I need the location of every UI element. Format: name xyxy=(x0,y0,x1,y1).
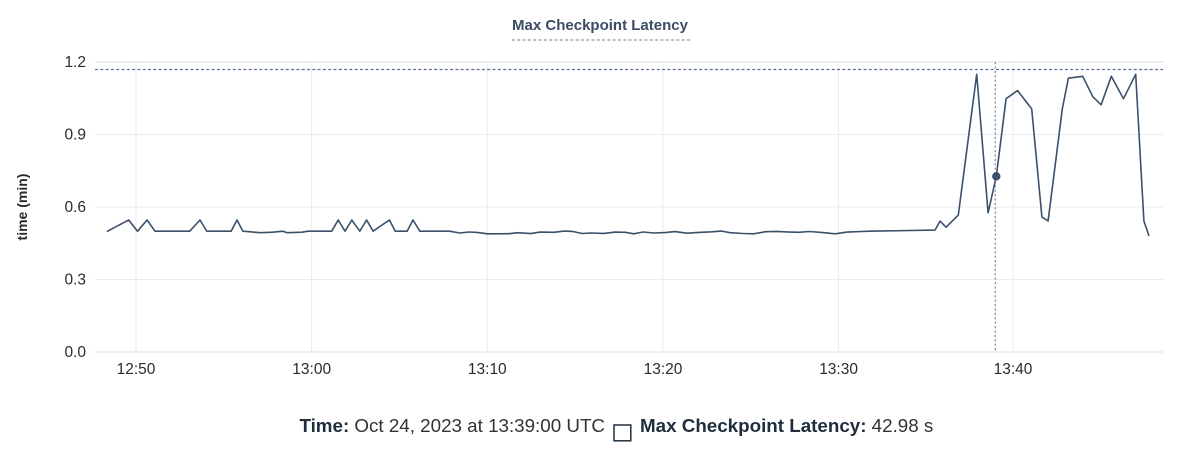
svg-text:1.2: 1.2 xyxy=(64,54,86,71)
svg-text:13:00: 13:00 xyxy=(292,361,331,378)
svg-text:0.0: 0.0 xyxy=(64,344,86,361)
svg-text:Max Checkpoint Latency: 42.98: Max Checkpoint Latency: 42.98 s xyxy=(640,415,933,436)
svg-text:12:50: 12:50 xyxy=(117,361,156,378)
svg-text:13:20: 13:20 xyxy=(644,361,683,378)
svg-text:Time: Oct 24, 2023 at 13:39:0: Time: Oct 24, 2023 at 13:39:00 UTC xyxy=(299,415,605,436)
svg-text:0.3: 0.3 xyxy=(64,272,86,289)
svg-text:Max Checkpoint Latency: Max Checkpoint Latency xyxy=(512,17,689,34)
svg-text:13:40: 13:40 xyxy=(994,361,1033,378)
svg-text:13:10: 13:10 xyxy=(468,361,507,378)
svg-text:0.6: 0.6 xyxy=(64,199,86,216)
svg-text:time (min): time (min) xyxy=(14,174,30,241)
svg-text:13:30: 13:30 xyxy=(819,361,858,378)
svg-text:0.9: 0.9 xyxy=(64,127,86,144)
